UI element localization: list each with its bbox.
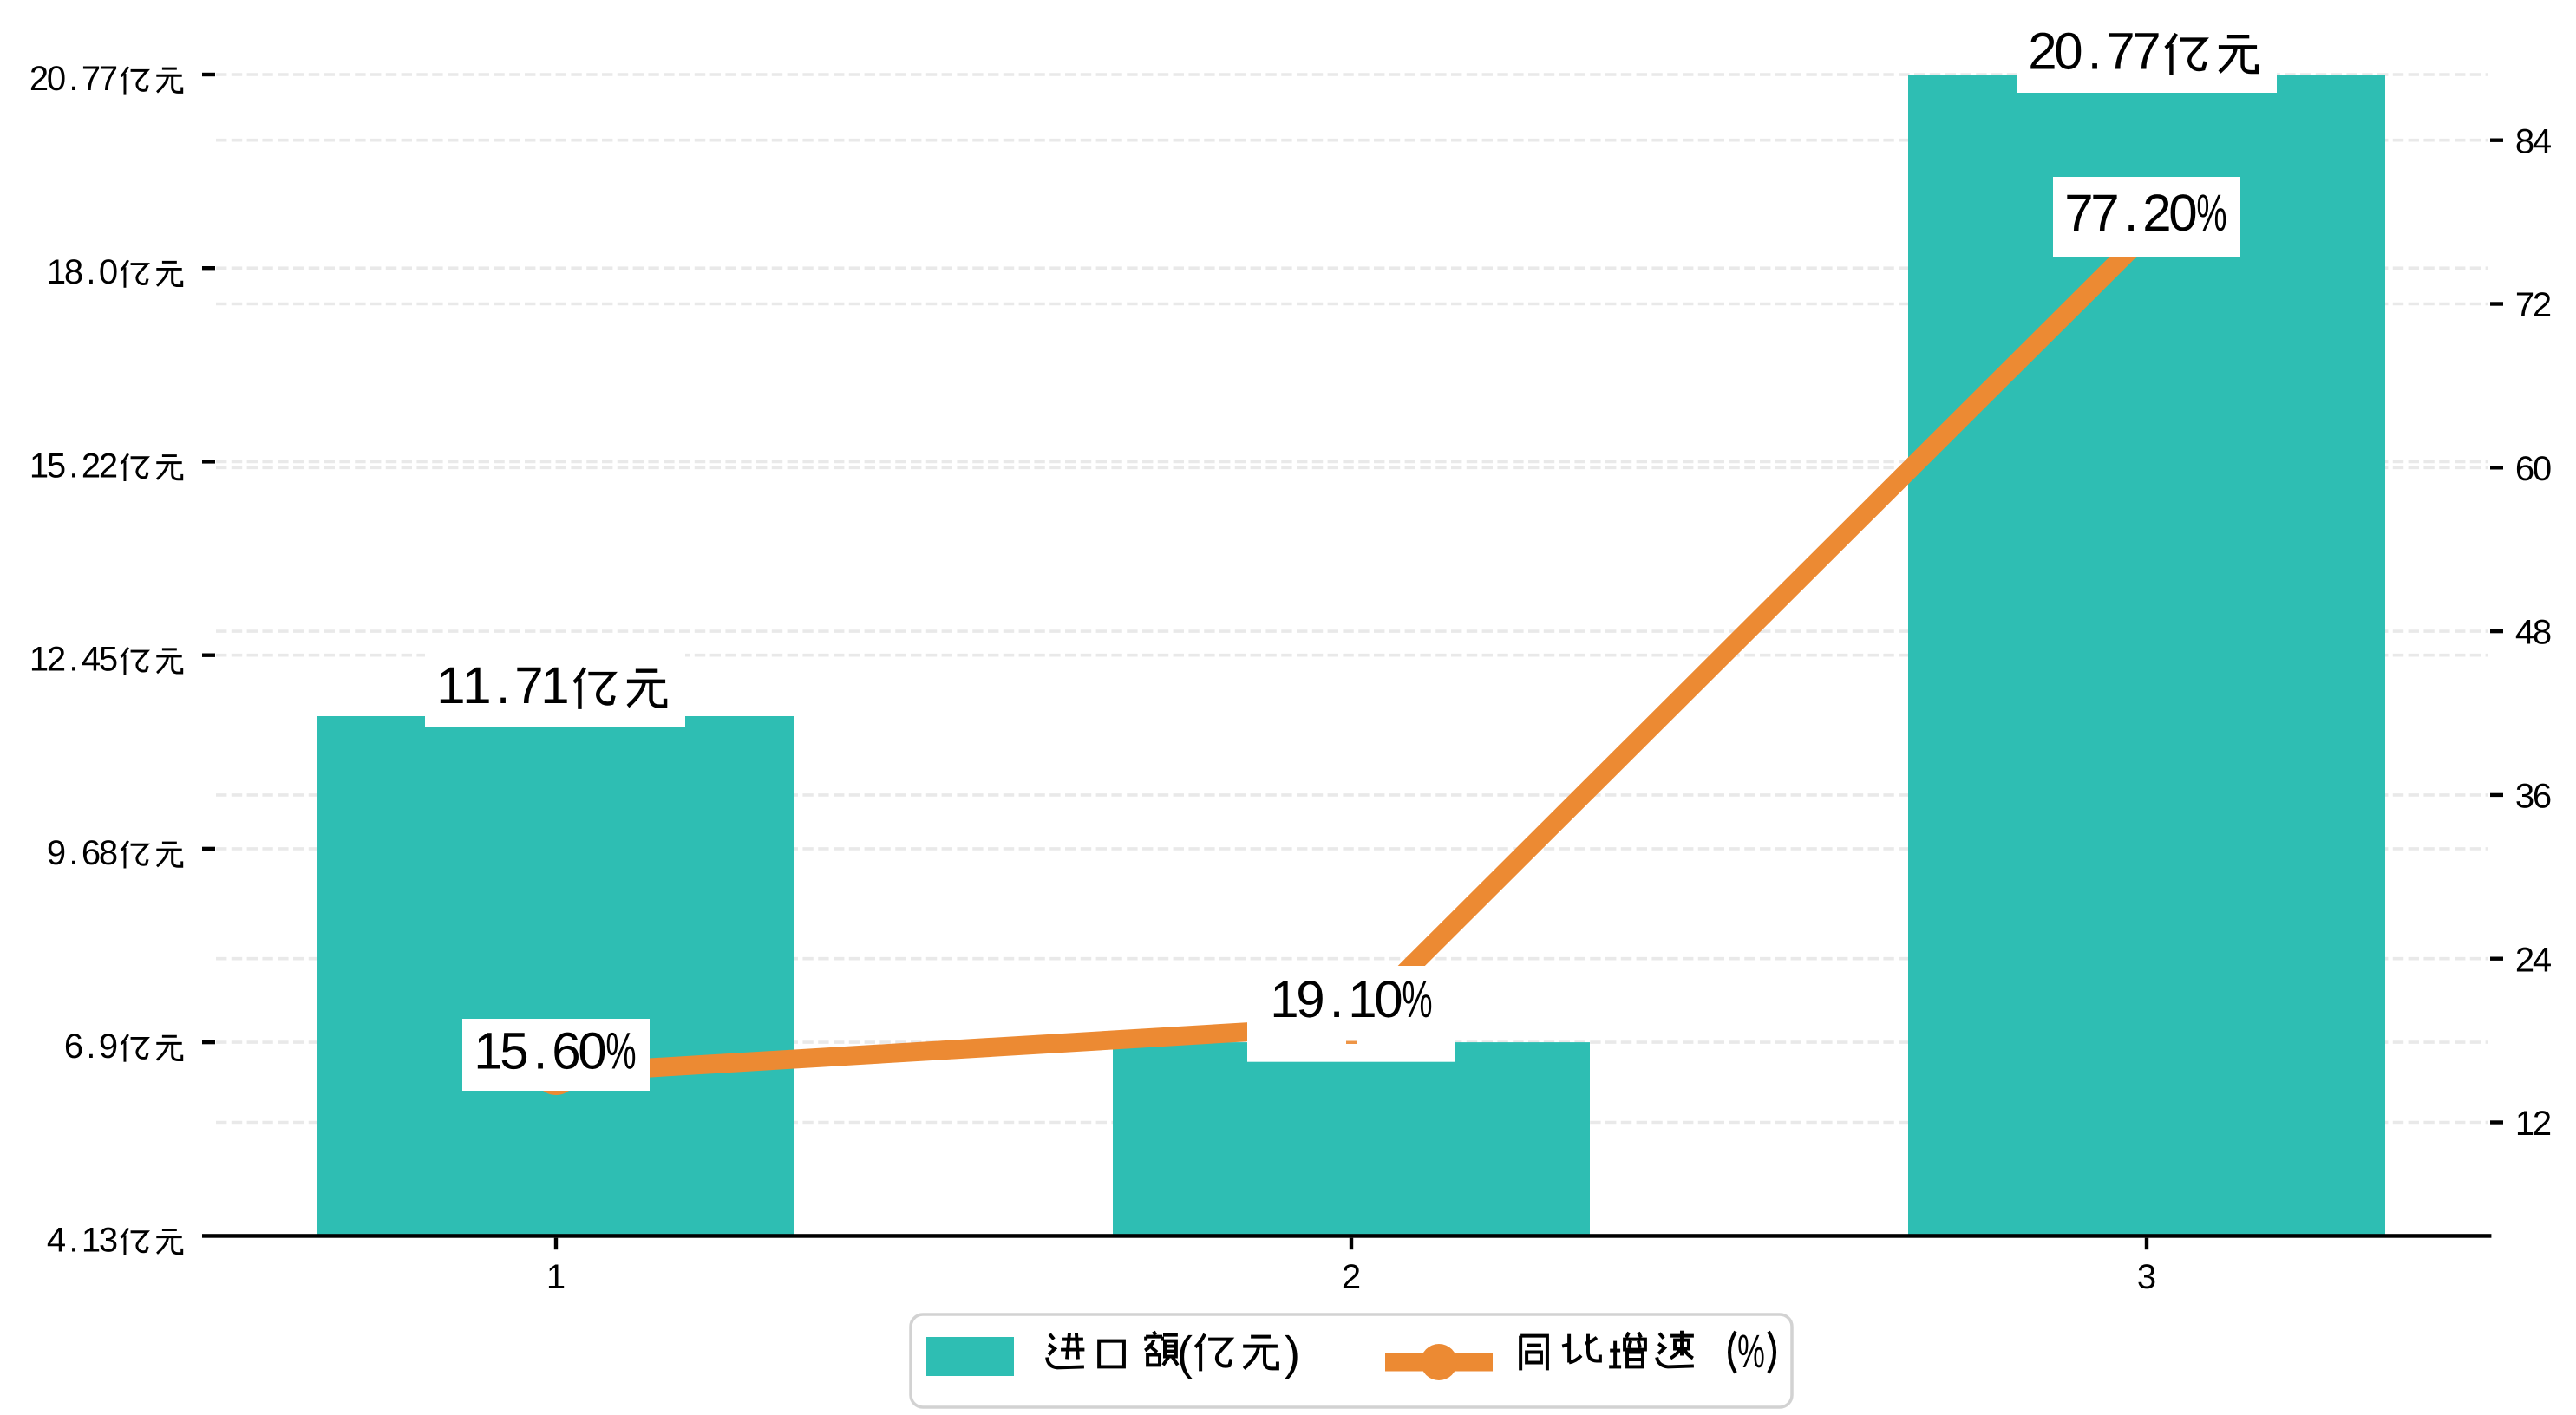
svg-text:1: 1 — [2515, 1105, 2534, 1143]
svg-text:4: 4 — [2515, 614, 2534, 652]
svg-text:.: . — [1330, 970, 1344, 1028]
svg-text:4: 4 — [2533, 941, 2552, 979]
svg-text:2: 2 — [2533, 1105, 2552, 1143]
svg-text:7: 7 — [2090, 184, 2119, 242]
svg-text:6: 6 — [64, 1027, 83, 1066]
svg-text:%: % — [605, 1022, 636, 1080]
svg-text:2: 2 — [2515, 941, 2534, 979]
svg-text:4: 4 — [2533, 122, 2552, 160]
svg-text:.: . — [69, 447, 78, 485]
svg-text:1: 1 — [462, 656, 491, 714]
svg-text:3: 3 — [2137, 1258, 2156, 1296]
svg-text:0: 0 — [47, 60, 66, 98]
svg-text:4: 4 — [82, 641, 101, 679]
svg-text:1: 1 — [540, 656, 569, 714]
svg-text:9: 9 — [1296, 970, 1324, 1028]
svg-text:5: 5 — [47, 447, 66, 485]
svg-text:7: 7 — [99, 60, 118, 98]
svg-text:): ) — [1285, 1327, 1300, 1379]
svg-text:8: 8 — [99, 834, 118, 872]
svg-text:0: 0 — [1374, 970, 1402, 1028]
svg-text:1: 1 — [82, 1221, 101, 1259]
svg-text:0: 0 — [2168, 184, 2197, 242]
svg-text:0: 0 — [2054, 23, 2082, 81]
svg-text:0: 0 — [578, 1022, 606, 1080]
svg-text:6: 6 — [2533, 778, 2552, 816]
svg-text:0: 0 — [2533, 450, 2552, 488]
svg-text:6: 6 — [552, 1022, 580, 1080]
svg-text:.: . — [2124, 184, 2139, 242]
svg-text:%: % — [1737, 1326, 1765, 1378]
svg-text:8: 8 — [2533, 614, 2552, 652]
svg-text:2: 2 — [2142, 184, 2171, 242]
svg-text:1: 1 — [29, 641, 49, 679]
svg-text:2: 2 — [2533, 286, 2552, 324]
svg-text:(: ( — [1177, 1327, 1193, 1379]
svg-text:7: 7 — [514, 656, 543, 714]
svg-text:7: 7 — [2106, 23, 2135, 81]
svg-text:1: 1 — [29, 447, 49, 485]
svg-text:2: 2 — [99, 447, 118, 485]
svg-text:.: . — [69, 60, 78, 98]
svg-text:2: 2 — [1342, 1258, 1361, 1296]
svg-text:9: 9 — [47, 834, 66, 872]
svg-text:%: % — [1402, 970, 1432, 1028]
svg-text:0: 0 — [99, 253, 118, 291]
svg-text:5: 5 — [99, 641, 118, 679]
svg-text:1: 1 — [47, 253, 66, 291]
svg-text:7: 7 — [2064, 184, 2093, 242]
svg-text:8: 8 — [2515, 122, 2534, 160]
svg-text:8: 8 — [64, 253, 83, 291]
svg-text:6: 6 — [2515, 450, 2534, 488]
svg-text:1: 1 — [436, 656, 465, 714]
svg-text:2: 2 — [2028, 23, 2056, 81]
svg-text:.: . — [69, 641, 78, 679]
svg-text:5: 5 — [500, 1022, 528, 1080]
svg-text:7: 7 — [2132, 23, 2161, 81]
svg-text:.: . — [533, 1022, 548, 1080]
svg-text:.: . — [496, 656, 511, 714]
svg-text:2: 2 — [29, 60, 49, 98]
svg-text:2: 2 — [47, 641, 66, 679]
svg-text:.: . — [86, 1027, 95, 1066]
svg-text:3: 3 — [2515, 778, 2534, 816]
svg-text:1: 1 — [1270, 970, 1298, 1028]
svg-text:6: 6 — [82, 834, 101, 872]
svg-text:4: 4 — [47, 1221, 66, 1259]
svg-text:.: . — [2088, 23, 2102, 81]
svg-text:9: 9 — [99, 1027, 118, 1066]
svg-text:3: 3 — [99, 1221, 118, 1259]
svg-text:7: 7 — [2515, 286, 2534, 324]
svg-text:.: . — [69, 834, 78, 872]
svg-text:.: . — [69, 1221, 78, 1259]
svg-text:%: % — [2196, 184, 2226, 242]
svg-text:7: 7 — [82, 60, 101, 98]
svg-text:.: . — [86, 253, 95, 291]
svg-text:1: 1 — [1348, 970, 1376, 1028]
svg-text:1: 1 — [546, 1258, 566, 1296]
svg-text:2: 2 — [82, 447, 101, 485]
svg-text:1: 1 — [474, 1022, 502, 1080]
